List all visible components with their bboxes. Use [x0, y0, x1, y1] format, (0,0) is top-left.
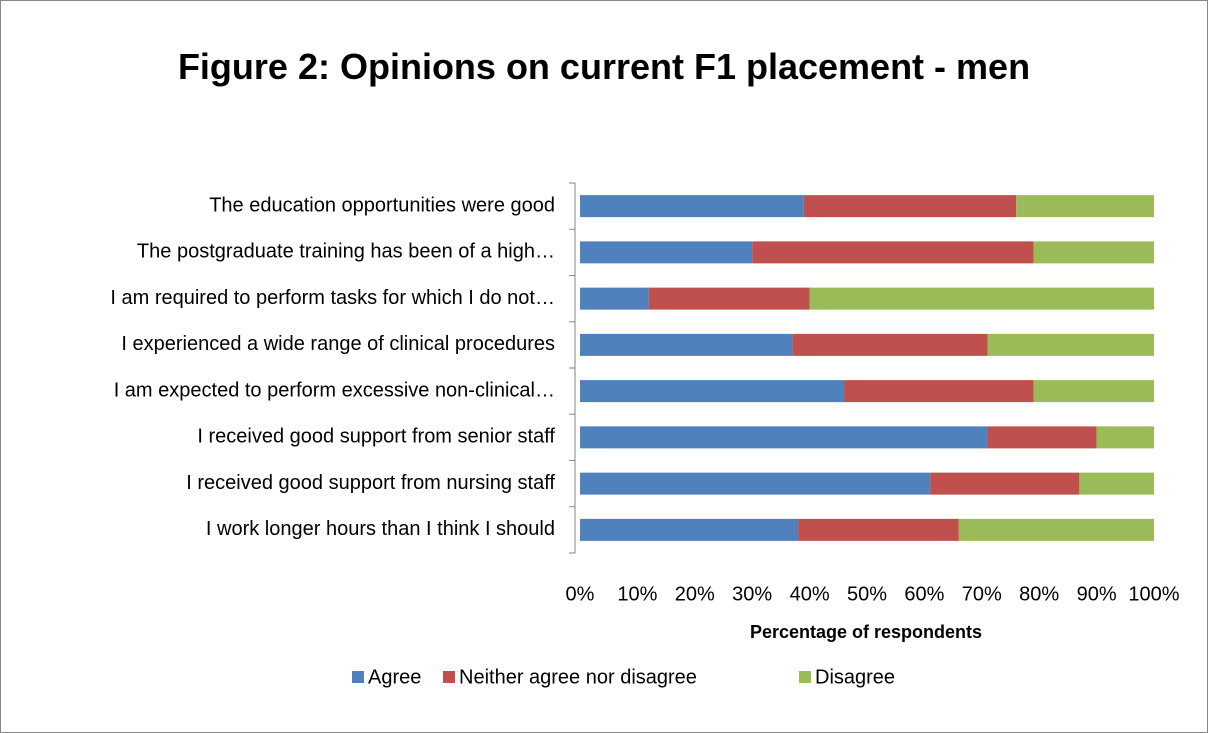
x-tick-label: 90%	[1077, 583, 1117, 605]
y-tick-label: I experienced a wide range of clinical p…	[121, 333, 555, 355]
bar-segment	[798, 518, 959, 541]
y-tick-label: I work longer hours than I think I shoul…	[206, 518, 555, 540]
bar-segment	[1016, 195, 1154, 218]
y-tick-label: I received good support from senior staf…	[197, 426, 555, 448]
legend-swatch	[799, 671, 811, 683]
bar-segment	[580, 195, 804, 218]
y-tick-label: The postgraduate training has been of a …	[137, 241, 555, 263]
bar-segment	[958, 518, 1154, 541]
x-axis-title: Percentage of respondents	[750, 622, 982, 642]
bar-segment	[580, 426, 988, 449]
chart-title: Figure 2: Opinions on current F1 placeme…	[177, 46, 1031, 87]
x-tick-label: 100%	[1128, 583, 1179, 605]
legend-label: Agree	[368, 666, 421, 688]
x-tick-label: 80%	[1019, 583, 1059, 605]
bar-segment	[580, 518, 799, 541]
bar-segment	[844, 380, 1034, 403]
bar-segment	[1033, 241, 1154, 264]
bar-segment	[752, 241, 1034, 264]
y-tick-label: I received good support from nursing sta…	[186, 472, 555, 494]
x-tick-label: 20%	[675, 583, 715, 605]
x-tick-label: 40%	[790, 583, 830, 605]
y-tick-label: The education opportunities were good	[209, 194, 555, 216]
x-tick-label: 60%	[904, 583, 944, 605]
x-tick-label: 10%	[617, 583, 657, 605]
y-tick-label: I am required to perform tasks for which…	[110, 287, 555, 309]
bar-segment	[809, 287, 1154, 310]
bar-segment	[930, 472, 1080, 495]
bar-segment	[580, 333, 793, 356]
bar-segment	[1079, 472, 1154, 495]
bar-segment	[803, 195, 1017, 218]
bar-segment	[580, 380, 845, 403]
bar-segment	[580, 472, 931, 495]
y-tick-label: I am expected to perform excessive non-c…	[114, 379, 555, 401]
legend-label: Neither agree nor disagree	[459, 666, 697, 688]
bar-segment	[1033, 380, 1154, 403]
legend-swatch	[352, 671, 364, 683]
bar-segment	[580, 287, 649, 310]
bar-segment	[987, 333, 1154, 356]
bar-segment	[648, 287, 810, 310]
x-tick-label: 0%	[566, 583, 595, 605]
bar-segment	[792, 333, 988, 356]
x-tick-label: 30%	[732, 583, 772, 605]
x-tick-label: 50%	[847, 583, 887, 605]
x-tick-label: 70%	[962, 583, 1002, 605]
bar-segment	[987, 426, 1097, 449]
legend-swatch	[443, 671, 455, 683]
bar-segment	[580, 241, 753, 264]
bar-segment	[1096, 426, 1154, 449]
legend-label: Disagree	[815, 666, 895, 688]
